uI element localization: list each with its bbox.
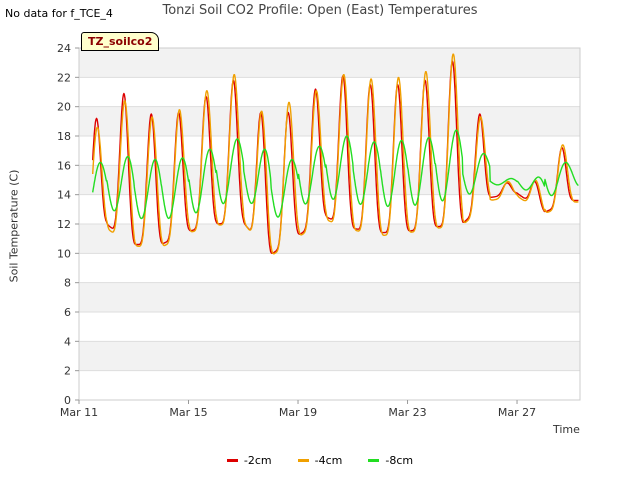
legend-item-4cm[interactable]: -4cm [297, 454, 343, 467]
site-tag[interactable]: TZ_soilco2 [81, 32, 160, 51]
y-tick-label: 22 [57, 71, 71, 84]
series-line-minus-8cm [92, 129, 579, 220]
legend-swatch-4cm [297, 459, 309, 462]
legend-label-8cm: -8cm [385, 454, 414, 467]
grid-band [79, 253, 580, 283]
y-tick-label: 12 [57, 218, 71, 231]
x-tick-label: Mar 11 [60, 406, 98, 419]
y-tick-label: 8 [64, 277, 71, 290]
y-tick-label: 2 [64, 365, 71, 378]
x-tick-label: Mar 27 [498, 406, 536, 419]
chart-title: Tonzi Soil CO2 Profile: Open (East) Temp… [162, 3, 478, 18]
x-tick-label: Mar 19 [279, 406, 317, 419]
no-data-notice: No data for f_TCE_4 [5, 7, 113, 20]
grid-band [79, 282, 580, 312]
grid-band [79, 312, 580, 342]
y-tick-label: 4 [64, 335, 71, 348]
x-axis-label: Time [553, 423, 580, 436]
grid-band [79, 194, 580, 224]
x-tick-label: Mar 15 [169, 406, 207, 419]
legend-label-4cm: -4cm [314, 454, 343, 467]
grid-band [79, 370, 580, 400]
y-tick-label: 0 [64, 394, 71, 407]
legend-swatch-2cm [226, 459, 238, 462]
y-tick-label: 16 [57, 159, 71, 172]
grid-band [79, 48, 580, 78]
legend: -2cm -4cm -8cm [0, 454, 640, 467]
grid-band [79, 77, 580, 107]
y-tick-label: 10 [57, 247, 71, 260]
y-tick-label: 20 [57, 101, 71, 114]
y-tick-label: 6 [64, 306, 71, 319]
grid-band [79, 136, 580, 166]
grid-band [79, 341, 580, 371]
legend-item-8cm[interactable]: -8cm [368, 454, 413, 467]
grid-band [79, 106, 580, 136]
legend-label-2cm: -2cm [243, 454, 272, 467]
x-tick-label: Mar 23 [388, 406, 426, 419]
legend-item-2cm[interactable]: -2cm [226, 454, 272, 467]
legend-swatch-8cm [368, 459, 380, 462]
y-tick-label: 18 [57, 130, 71, 143]
series-line-minus-4cm [92, 53, 579, 255]
y-tick-label: 14 [57, 189, 71, 202]
y-tick-label: 24 [57, 42, 71, 55]
grid-band [79, 224, 580, 254]
